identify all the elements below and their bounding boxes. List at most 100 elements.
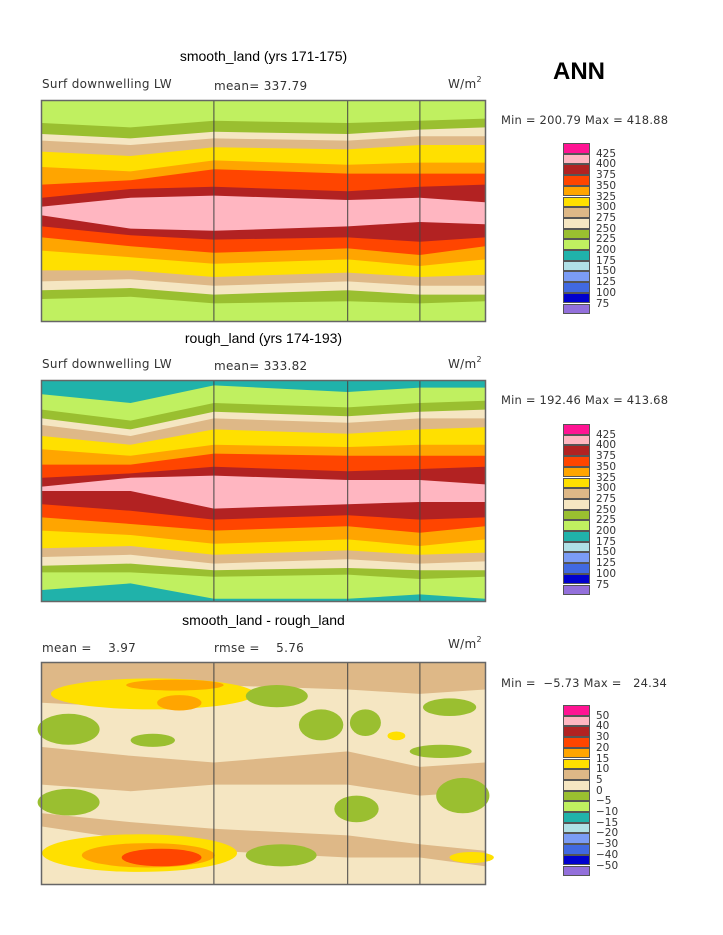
colorbar-swatch [563, 563, 590, 574]
colorbar-label: 75 [596, 297, 610, 310]
units-exponent: 2 [476, 635, 482, 644]
colorbar-label: 375 [596, 169, 617, 182]
colorbar-label: 200 [596, 244, 617, 256]
contour-region [245, 685, 308, 708]
colorbar-label: 20 [596, 741, 610, 754]
contour-region [130, 733, 175, 747]
colorbar-label: 300 [596, 482, 617, 495]
colorbar-label: −50 [596, 859, 619, 872]
colorbar-label: 425 [596, 147, 617, 160]
units-exponent: 2 [476, 75, 482, 84]
colorbar-swatch [563, 844, 590, 855]
colorbar-label: 325 [596, 190, 617, 203]
colorbar-swatch [563, 196, 590, 208]
colorbar-swatch [563, 812, 590, 823]
panel-1-units: W/m2 [448, 75, 482, 91]
colorbar-swatch [563, 260, 590, 272]
colorbar-swatch [563, 434, 590, 446]
colorbar-label: 150 [596, 265, 617, 278]
colorbar-label: 325 [596, 471, 617, 484]
colorbar-swatch [563, 303, 590, 315]
panel-1-min-max: Min = 200.79 Max = 418.88 [501, 113, 669, 127]
contour-region [157, 695, 202, 711]
colorbar-swatch [563, 573, 590, 585]
colorbar-label: 275 [596, 211, 617, 224]
colorbar-label: 15 [596, 752, 610, 765]
colorbar-label: 225 [596, 514, 617, 527]
map-frame [40, 661, 487, 886]
colorbar-label: −30 [596, 838, 619, 851]
colorbar-label: 200 [596, 525, 617, 537]
colorbar-swatch [563, 758, 590, 770]
contour-region [423, 698, 477, 716]
contour-region [245, 844, 317, 867]
colorbar-swatch [563, 790, 590, 802]
colorbar-label: 100 [596, 286, 617, 299]
panel-1-variable-label: Surf downwelling LW [42, 77, 172, 91]
colorbar-swatch [563, 250, 590, 261]
panel-2-map [40, 379, 487, 603]
colorbar-label: 30 [596, 731, 610, 744]
colorbar-label: 0 [596, 784, 603, 797]
colorbar-label: 425 [596, 428, 617, 441]
colorbar-swatch [563, 801, 590, 812]
colorbar-swatch [563, 217, 590, 229]
contour-region [37, 713, 100, 745]
units-exponent: 2 [476, 355, 482, 364]
units-text: W/m [448, 77, 477, 91]
panel-2-units: W/m2 [448, 355, 482, 371]
colorbar-label: 275 [596, 492, 617, 505]
map-frame [40, 99, 487, 323]
panel-3-mean-label: mean = 3.97 [42, 641, 137, 655]
colorbar-swatch [563, 175, 590, 186]
colorbar-label: 225 [596, 233, 617, 246]
colorbar-swatch [563, 292, 590, 304]
contour-region [449, 852, 494, 863]
colorbar-swatch [563, 143, 590, 154]
colorbar-label: 150 [596, 546, 617, 559]
colorbar-swatch [563, 584, 590, 596]
colorbar-swatch [563, 854, 590, 866]
colorbar-swatch [563, 282, 590, 293]
contour-region [409, 744, 472, 758]
colorbar-swatch [563, 520, 590, 531]
colorbar-label: −5 [596, 795, 612, 808]
colorbar-label: 250 [596, 222, 617, 235]
panel-3-map [37, 661, 494, 886]
panel-2-title: rough_land (yrs 174-193) [184, 330, 343, 346]
colorbar-swatch [563, 715, 590, 727]
colorbar-label: 375 [596, 450, 617, 463]
colorbar-swatch [563, 531, 590, 542]
season-title: ANN [553, 58, 605, 85]
colorbar-swatch [563, 705, 590, 716]
colorbar-label: 250 [596, 503, 617, 516]
panel-3-title: smooth_land - rough_land [182, 612, 345, 628]
units-text: W/m [448, 357, 477, 371]
colorbar-swatch [563, 833, 590, 845]
colorbar-swatch [563, 779, 590, 791]
panel-1-mean-label: mean= 337.79 [214, 79, 308, 93]
panel-3-min-max: Min = −5.73 Max = 24.34 [501, 676, 668, 690]
colorbar-swatch [563, 271, 590, 283]
colorbar-label: −10 [596, 806, 619, 818]
colorbar-swatch [563, 164, 590, 176]
colorbar-label: −15 [596, 816, 619, 829]
contour-region [126, 679, 224, 691]
contour-region [436, 777, 490, 814]
colorbar-label: 50 [596, 709, 610, 722]
colorbar-swatch [563, 865, 590, 877]
contour-band [42, 296, 485, 321]
colorbar-swatch [563, 153, 590, 165]
contour-region [37, 788, 100, 816]
colorbar-label: 5 [596, 773, 603, 786]
contour-region [387, 731, 406, 741]
panel-2-min-max: Min = 192.46 Max = 413.68 [501, 393, 669, 407]
colorbar-swatch [563, 456, 590, 467]
colorbar-label: 350 [596, 460, 617, 473]
colorbar-label: −20 [596, 827, 619, 840]
contour-region [334, 795, 379, 823]
colorbar-swatch [563, 769, 590, 780]
panel-2-variable-label: Surf downwelling LW [42, 357, 172, 371]
colorbar-swatch [563, 466, 590, 478]
contour-region [349, 709, 381, 736]
